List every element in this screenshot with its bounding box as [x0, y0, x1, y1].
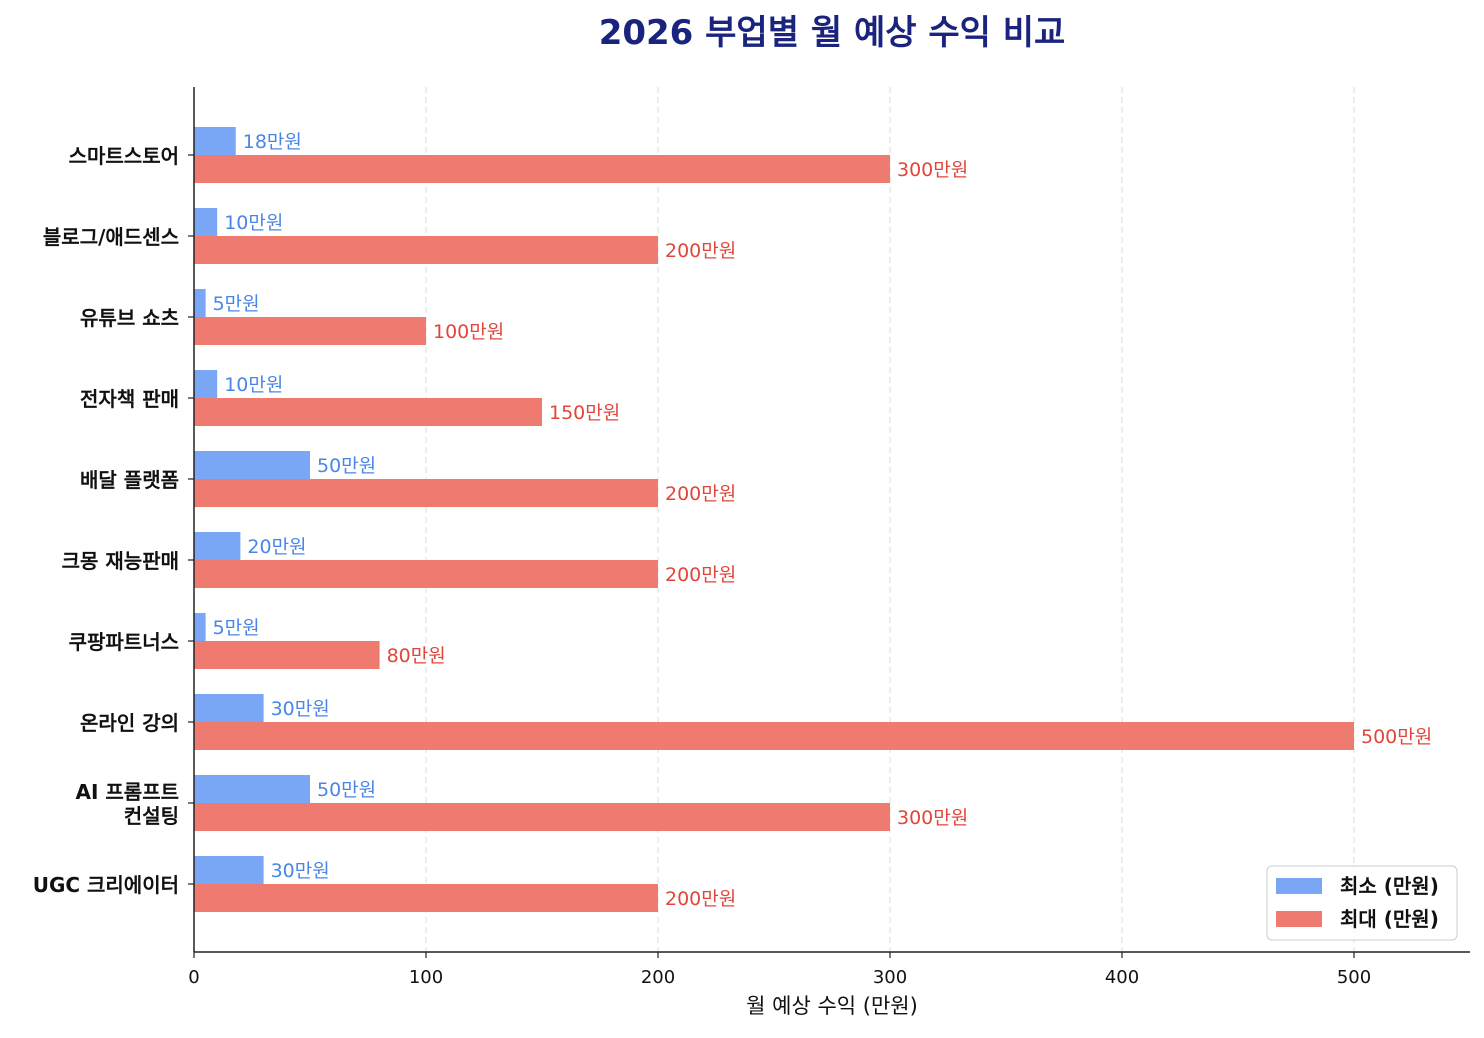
data-label: 150만원 [549, 402, 620, 424]
x-tick-label: 200 [641, 967, 675, 988]
data-label: 5만원 [213, 293, 260, 315]
y-tick-label-line: 쿠팡파트너스 [69, 630, 179, 654]
y-tick-label: AI 프롬프트 컨설팅 [76, 780, 179, 828]
x-axis-label: 월 예상 수익 (만원) [746, 994, 918, 1018]
y-tick-label-line: AI 프롬프트 [76, 780, 179, 804]
y-tick-label-line: 스마트스토어 [69, 144, 179, 168]
y-tick-label: 유튜브 쇼츠 [80, 306, 179, 330]
bar-max [194, 317, 426, 345]
bar-min [194, 613, 206, 641]
y-tick-label: 스마트스토어 [69, 144, 179, 168]
data-label: 200만원 [665, 888, 736, 910]
data-label: 500만원 [1361, 726, 1432, 748]
bar-min [194, 451, 310, 479]
legend-swatch [1276, 911, 1322, 927]
y-tick-label-line: 컨설팅 [124, 804, 179, 828]
data-label: 30만원 [271, 698, 330, 720]
data-label: 200만원 [665, 483, 736, 505]
y-tick-label-line: 유튜브 쇼츠 [80, 306, 179, 330]
bar-max [194, 641, 380, 669]
data-label: 50만원 [317, 455, 376, 477]
y-tick-label-line: 전자책 판매 [80, 387, 179, 411]
bar-min [194, 208, 218, 236]
legend-label: 최대 (만원) [1340, 907, 1439, 931]
y-tick-label: 블로그/애드센스 [43, 225, 179, 249]
y-tick-label: 쿠팡파트너스 [69, 630, 179, 654]
data-label: 10만원 [224, 212, 283, 234]
data-label: 200만원 [665, 240, 736, 262]
bar-max [194, 722, 1354, 750]
legend: 최소 (만원) 최대 (만원) [1266, 865, 1458, 941]
bar-min [194, 856, 264, 884]
data-label: 18만원 [243, 131, 302, 153]
bar-min [194, 532, 241, 560]
bar-max [194, 398, 542, 426]
y-tick-label: 온라인 강의 [80, 711, 179, 735]
bar-max [194, 884, 658, 912]
bar-min [194, 289, 206, 317]
legend-label: 최소 (만원) [1340, 874, 1439, 898]
bar-max [194, 560, 658, 588]
data-label: 50만원 [317, 779, 376, 801]
data-label: 80만원 [387, 645, 446, 667]
data-label: 100만원 [433, 321, 504, 343]
data-label: 20만원 [247, 536, 306, 558]
y-tick-label-line: 블로그/애드센스 [43, 225, 179, 249]
y-tick-label-line: 배달 플랫폼 [80, 468, 179, 492]
bar-min [194, 127, 236, 155]
bar-max [194, 236, 658, 264]
y-tick-label: UGC 크리에이터 [33, 873, 179, 897]
x-tick-label: 300 [873, 967, 907, 988]
x-tick-label: 400 [1105, 967, 1139, 988]
chart-title: 2026 부업별 월 예상 수익 비교 [599, 13, 1066, 53]
y-tick-label-line: 크몽 재능판매 [62, 549, 179, 573]
y-tick-label: 배달 플랫폼 [80, 468, 179, 492]
data-label: 30만원 [271, 860, 330, 882]
data-label: 200만원 [665, 564, 736, 586]
bar-min [194, 694, 264, 722]
bar-max [194, 479, 658, 507]
bar-min [194, 775, 310, 803]
y-tick-label-line: UGC 크리에이터 [33, 873, 179, 897]
data-label: 5만원 [213, 617, 260, 639]
y-tick-label: 크몽 재능판매 [62, 549, 179, 573]
data-label: 300만원 [897, 159, 968, 181]
data-label: 300만원 [897, 807, 968, 829]
x-tick-label: 500 [1337, 967, 1371, 988]
bar-max [194, 803, 890, 831]
legend-swatch [1276, 878, 1322, 894]
y-tick-label-line: 온라인 강의 [80, 711, 179, 735]
data-label: 10만원 [224, 374, 283, 396]
x-tick-label: 100 [409, 967, 443, 988]
x-tick-label: 0 [188, 967, 199, 988]
y-tick-label: 전자책 판매 [80, 387, 179, 411]
bar-max [194, 155, 890, 183]
bar-min [194, 370, 218, 398]
